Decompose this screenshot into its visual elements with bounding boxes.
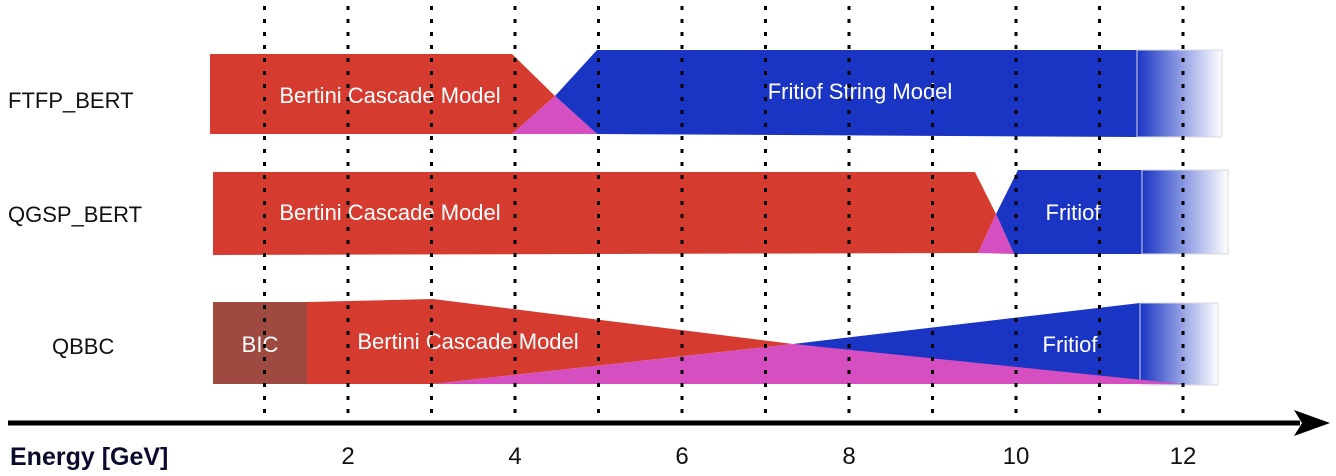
tick-label-4: 4 [508,443,521,470]
qbbc-overlap-region [433,344,1182,384]
qgsp-bertini-label: Bertini Cascade Model [279,200,500,225]
tick-label-10: 10 [1003,443,1030,470]
qbbc-fade-outline [1139,302,1219,386]
tick-label-12: 12 [1170,443,1197,470]
ftfp-fritiof-label: Fritiof String Model [768,79,953,104]
tick-label-8: 8 [842,443,855,470]
ftfp-fritiof-band [555,50,1137,137]
qbbc-bic-label: BIC [242,332,279,357]
qbbc-bertini-label: Bertini Cascade Model [357,329,578,354]
tick-label-6: 6 [675,443,688,470]
row-qbbc: QBBC BIC Bertini Cascade Model Fritiof [52,299,1219,386]
qbbc-bertini-band [307,299,793,384]
row-label-qgsp-bert: QGSP_BERT [8,202,142,227]
ftfp-fritiof-fade [1137,50,1222,137]
energy-axis: 2 4 6 8 10 12 Energy [GeV] [8,410,1330,471]
qgsp-fritiof-band [996,170,1142,254]
ftfp-fade-outline [1136,49,1223,138]
row-qgsp-bert: QGSP_BERT Bertini Cascade Model Fritiof [8,169,1229,255]
gridlines [263,6,1185,420]
tick-labels: 2 4 6 8 10 12 [341,443,1196,470]
qbbc-fritiof-label: Fritiof [1043,332,1099,357]
row-ftfp-bert: FTFP_BERT Bertini Cascade Model Fritiof … [8,49,1223,138]
ftfp-overlap-region [512,96,597,134]
row-label-ftfp-bert: FTFP_BERT [8,88,134,113]
qgsp-overlap-region [978,214,1014,254]
qgsp-fade-outline [1141,169,1229,255]
qbbc-fritiof-fade [1140,303,1218,385]
qgsp-fritiof-label: Fritiof [1046,200,1102,225]
qbbc-bic-band [213,302,307,384]
ftfp-bertini-band [210,54,555,134]
qgsp-bertini-band [213,172,996,255]
ftfp-bertini-label: Bertini Cascade Model [279,83,500,108]
axis-title: Energy [GeV] [10,443,168,471]
tick-label-2: 2 [341,443,354,470]
axis-arrowhead [1294,410,1330,436]
row-label-qbbc: QBBC [52,334,114,359]
qgsp-fritiof-fade [1142,170,1228,254]
qbbc-fritiof-band [793,303,1140,384]
